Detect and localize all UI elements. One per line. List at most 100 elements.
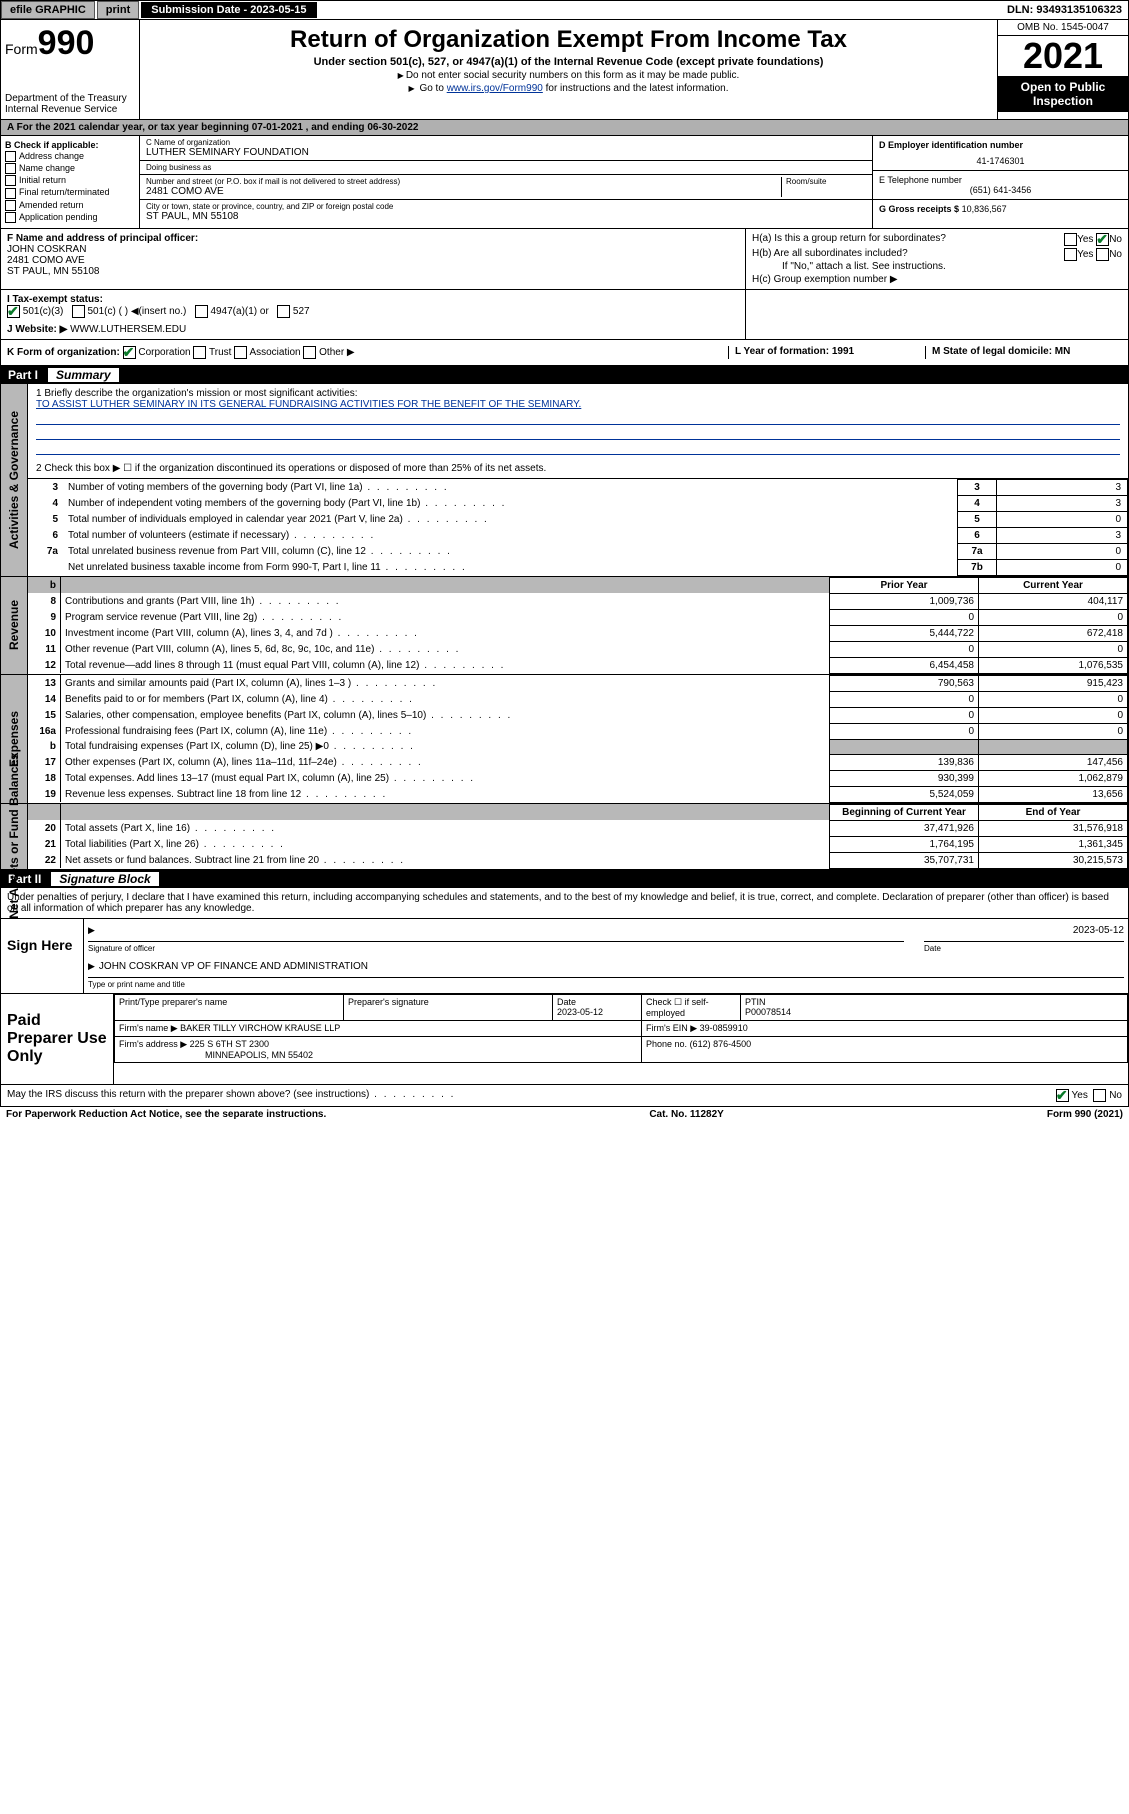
chk-initial-return[interactable]: Initial return xyxy=(5,175,135,186)
expense-row: 14Benefits paid to or for members (Part … xyxy=(28,691,1128,707)
i-j-right-spacer xyxy=(745,290,1128,339)
chk-other[interactable] xyxy=(303,346,316,359)
chk-trust[interactable] xyxy=(193,346,206,359)
net-row: 21Total liabilities (Part X, line 26)1,7… xyxy=(28,836,1128,852)
no-label: No xyxy=(1109,1090,1122,1101)
gov-table: 3Number of voting members of the governi… xyxy=(28,479,1128,576)
chk-501c3[interactable] xyxy=(7,305,20,318)
revenue-row: 12Total revenue—add lines 8 through 11 (… xyxy=(28,657,1128,673)
opt-527: 527 xyxy=(293,306,310,317)
chk-label: Address change xyxy=(19,151,84,161)
opt-other: Other ▶ xyxy=(319,347,354,358)
ha-yes[interactable] xyxy=(1064,233,1077,246)
discuss-no[interactable] xyxy=(1093,1089,1106,1102)
chk-name-change[interactable]: Name change xyxy=(5,163,135,174)
sig-date-line: 2023-05-12 xyxy=(924,925,1124,942)
col-b-title: B Check if applicable: xyxy=(5,140,135,150)
expense-row: 17Other expenses (Part IX, column (A), l… xyxy=(28,754,1128,770)
expense-row: 15Salaries, other compensation, employee… xyxy=(28,707,1128,723)
expenses-table: 13Grants and similar amounts paid (Part … xyxy=(28,675,1128,803)
yes-label: Yes xyxy=(1077,249,1093,260)
opt-trust: Trust xyxy=(209,347,231,358)
opt-assoc: Association xyxy=(249,347,300,358)
form-header: Form990 Department of the Treasury Inter… xyxy=(0,20,1129,120)
paid-preparer-label: Paid Preparer Use Only xyxy=(1,994,114,1084)
name-line: JOHN COSKRAN VP OF FINANCE AND ADMINISTR… xyxy=(88,961,1124,978)
form-title: Return of Organization Exempt From Incom… xyxy=(148,26,989,54)
page-footer: For Paperwork Reduction Act Notice, see … xyxy=(0,1107,1129,1122)
firm-addr-lbl: Firm's address ▶ xyxy=(119,1039,187,1049)
net-table: Beginning of Current YearEnd of Year20To… xyxy=(28,804,1128,869)
city-value: ST PAUL, MN 55108 xyxy=(146,211,866,222)
vlabel-rev: Revenue xyxy=(1,577,28,674)
footer-mid: Cat. No. 11282Y xyxy=(649,1109,723,1120)
chk-4947[interactable] xyxy=(195,305,208,318)
opt-4947: 4947(a)(1) or xyxy=(210,306,268,317)
goto-pre: Go to xyxy=(419,83,446,94)
prep-selfemp[interactable]: Check ☐ if self-employed xyxy=(642,994,741,1020)
yes-label: Yes xyxy=(1072,1090,1088,1101)
revenue-row: 10Investment income (Part VIII, column (… xyxy=(28,625,1128,641)
chk-527[interactable] xyxy=(277,305,290,318)
q1: 1 Briefly describe the organization's mi… xyxy=(36,388,1120,399)
ha-no[interactable] xyxy=(1096,233,1109,246)
blank-line xyxy=(36,427,1120,440)
form-subtitle: Under section 501(c), 527, or 4947(a)(1)… xyxy=(148,56,989,68)
opt-corp: Corporation xyxy=(138,347,190,358)
discuss-row: May the IRS discuss this return with the… xyxy=(1,1084,1128,1106)
chk-501c[interactable] xyxy=(72,305,85,318)
chk-address-change[interactable]: Address change xyxy=(5,151,135,162)
officer-name-title: JOHN COSKRAN VP OF FINANCE AND ADMINISTR… xyxy=(99,961,368,977)
expenses-section: Expenses 13Grants and similar amounts pa… xyxy=(0,675,1129,804)
q2: 2 Check this box ▶ ☐ if the organization… xyxy=(36,463,1120,474)
vlabel-net-text: Net Assets or Fund Balances xyxy=(7,753,21,919)
firm-phone: (612) 876-4500 xyxy=(690,1039,752,1049)
addr-value: 2481 COMO AVE xyxy=(146,186,781,197)
ein-value: 41-1746301 xyxy=(879,150,1122,166)
expense-row: 16aProfessional fundraising fees (Part I… xyxy=(28,723,1128,739)
f-block: F Name and address of principal officer:… xyxy=(1,229,745,289)
chk-final-return[interactable]: Final return/terminated xyxy=(5,187,135,198)
omb-number: OMB No. 1545-0047 xyxy=(998,20,1128,36)
m-state: M State of legal domicile: MN xyxy=(925,346,1122,359)
header-left: Form990 Department of the Treasury Inter… xyxy=(1,20,140,119)
hb-note: If "No," attach a list. See instructions… xyxy=(752,261,1122,272)
goto-post: for instructions and the latest informat… xyxy=(543,83,729,94)
hb-no[interactable] xyxy=(1096,248,1109,261)
firm-phone-lbl: Phone no. xyxy=(646,1039,687,1049)
ptin-val: P00078514 xyxy=(745,1007,1123,1017)
firm-addr1: 225 S 6TH ST 2300 xyxy=(190,1039,269,1049)
k-label: K Form of organization: xyxy=(7,347,120,358)
firm-ein-lbl: Firm's EIN ▶ xyxy=(646,1023,697,1033)
print-button[interactable]: print xyxy=(97,1,139,19)
hb-yes[interactable] xyxy=(1064,248,1077,261)
discuss-yes[interactable] xyxy=(1056,1089,1069,1102)
gross-label: G Gross receipts $ xyxy=(879,204,959,214)
chk-amended[interactable]: Amended return xyxy=(5,200,135,211)
footer-left: For Paperwork Reduction Act Notice, see … xyxy=(6,1109,326,1120)
part1-bar: Part I Summary xyxy=(0,366,1129,384)
firm-name: BAKER TILLY VIRCHOW KRAUSE LLP xyxy=(180,1023,340,1033)
chk-corp[interactable] xyxy=(123,346,136,359)
preparer-table: Print/Type preparer's name Preparer's si… xyxy=(114,994,1128,1063)
officer-sig-line[interactable] xyxy=(88,925,904,942)
chk-label: Initial return xyxy=(19,175,66,185)
irs-link[interactable]: www.irs.gov/Form990 xyxy=(447,83,543,94)
ein-label: D Employer identification number xyxy=(879,140,1122,150)
expense-row: 13Grants and similar amounts paid (Part … xyxy=(28,675,1128,691)
firm-addr2: MINNEAPOLIS, MN 55402 xyxy=(119,1050,313,1060)
net-row: 20Total assets (Part X, line 16)37,471,9… xyxy=(28,820,1128,836)
hc-label: H(c) Group exemption number ▶ xyxy=(752,274,1122,285)
hb-label: H(b) Are all subordinates included? xyxy=(752,248,908,259)
firm-ein: 39-0859910 xyxy=(700,1023,748,1033)
dln-label: DLN: 93493135106323 xyxy=(1007,4,1128,16)
expense-row: bTotal fundraising expenses (Part IX, co… xyxy=(28,739,1128,754)
chk-assoc[interactable] xyxy=(234,346,247,359)
h-block: H(a) Is this a group return for subordin… xyxy=(745,229,1128,289)
chk-app-pending[interactable]: Application pending xyxy=(5,212,135,223)
revenue-row: 8Contributions and grants (Part VIII, li… xyxy=(28,593,1128,609)
mission-block: 1 Briefly describe the organization's mi… xyxy=(28,384,1128,479)
mission-text: TO ASSIST LUTHER SEMINARY IN ITS GENERAL… xyxy=(36,399,1120,410)
chk-label: Amended return xyxy=(19,200,84,210)
col-b-checkboxes: B Check if applicable: Address change Na… xyxy=(1,136,140,228)
